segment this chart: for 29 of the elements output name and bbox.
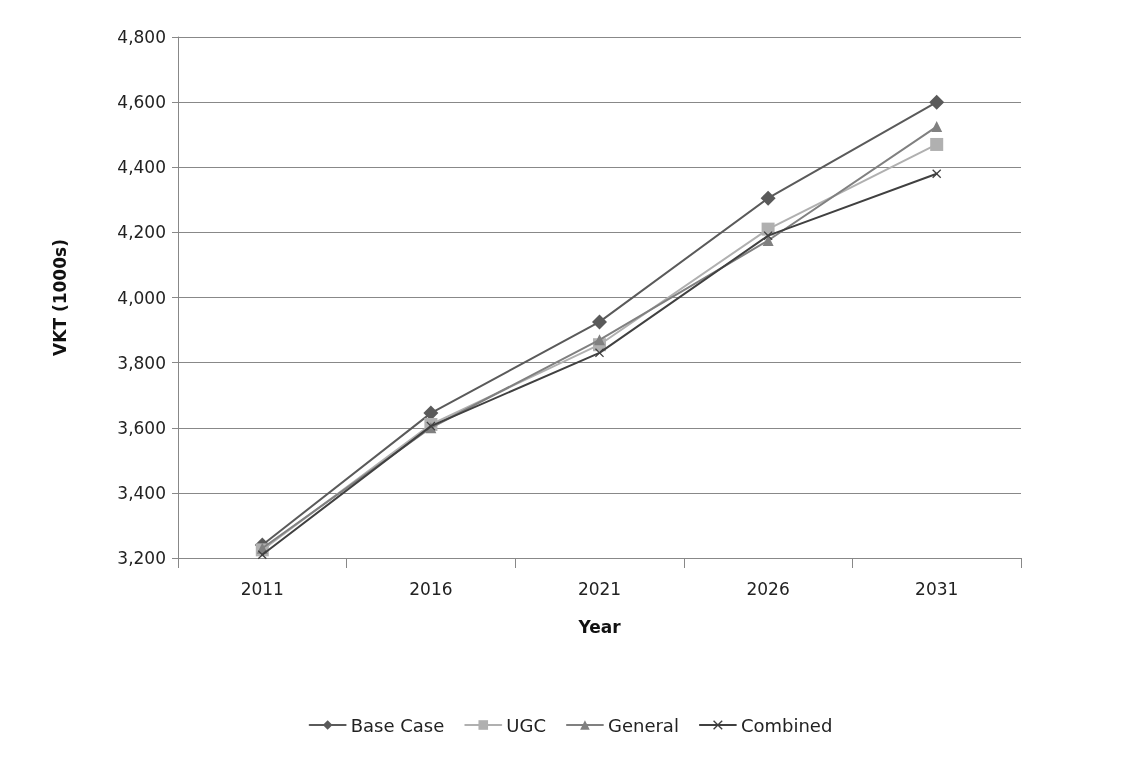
y-tick-label: 4,600 xyxy=(117,92,166,113)
y-tick-label: 4,400 xyxy=(117,157,166,178)
x-axis-title: Year xyxy=(577,616,622,637)
point xyxy=(760,190,776,206)
x-tick-label: 2031 xyxy=(915,578,959,599)
point xyxy=(763,231,773,241)
y-tick-label: 3,800 xyxy=(117,352,166,373)
point xyxy=(931,121,943,133)
point xyxy=(929,94,945,110)
y-tick-label: 3,400 xyxy=(117,482,166,503)
point xyxy=(592,314,607,330)
x-tick-label: 2016 xyxy=(409,578,453,599)
legend-label: Base Case xyxy=(350,714,445,736)
x-tick-label: 2011 xyxy=(240,578,284,599)
y-tick-label: 3,200 xyxy=(117,548,166,568)
x-tick-label: 2021 xyxy=(577,578,622,599)
y-tick-label: 4,800 xyxy=(117,27,166,47)
legend-label: UGC xyxy=(506,714,546,736)
y-tick-label: 4,000 xyxy=(117,287,166,308)
legend-label: Combined xyxy=(740,714,833,736)
point xyxy=(930,137,944,151)
y-axis-title: VKT (1000s) xyxy=(49,239,70,356)
legend-label: General xyxy=(607,714,679,736)
y-tick-label: 3,600 xyxy=(117,417,166,438)
point xyxy=(762,235,774,247)
point xyxy=(594,334,605,346)
y-tick-label: 4,200 xyxy=(117,222,166,243)
x-tick-label: 2026 xyxy=(746,578,790,599)
point xyxy=(595,348,604,358)
